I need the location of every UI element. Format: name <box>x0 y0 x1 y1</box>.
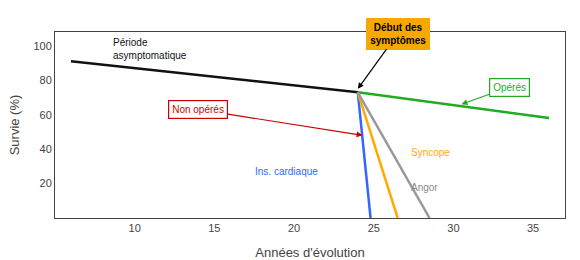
svg-text:Périodeasymptomatique: Périodeasymptomatique <box>113 37 187 61</box>
svg-text:Syncope: Syncope <box>411 147 450 158</box>
svg-text:10: 10 <box>129 222 141 234</box>
svg-text:35: 35 <box>527 222 539 234</box>
svg-text:Opérés: Opérés <box>493 82 526 93</box>
svg-text:25: 25 <box>368 222 380 234</box>
svg-text:15: 15 <box>208 222 220 234</box>
svg-text:100: 100 <box>33 40 51 52</box>
svg-text:60: 60 <box>40 109 52 121</box>
svg-text:Survie (%): Survie (%) <box>7 95 22 156</box>
svg-text:20: 20 <box>288 222 300 234</box>
svg-text:Années d'évolution: Années d'évolution <box>255 245 364 260</box>
svg-text:Non opérés: Non opérés <box>172 104 224 115</box>
svg-text:20: 20 <box>40 177 52 189</box>
svg-text:Ins. cardiaque: Ins. cardiaque <box>255 166 318 177</box>
svg-text:Début dessymptômes: Début dessymptômes <box>370 22 426 46</box>
svg-text:Angor: Angor <box>411 182 438 193</box>
svg-text:80: 80 <box>40 74 52 86</box>
svg-text:30: 30 <box>447 222 459 234</box>
svg-text:40: 40 <box>40 143 52 155</box>
